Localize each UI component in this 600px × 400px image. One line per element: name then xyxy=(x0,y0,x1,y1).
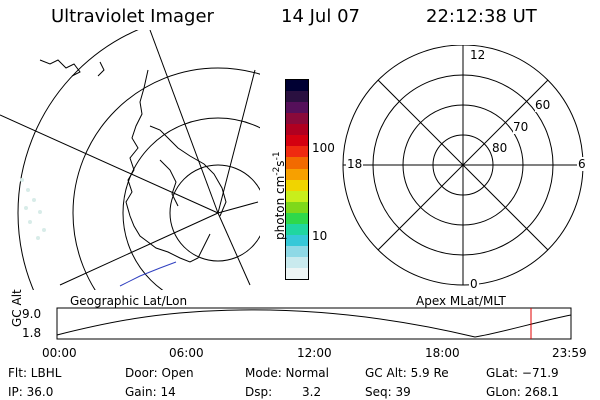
colorbar-segment xyxy=(286,190,308,202)
colorbar-segment xyxy=(286,113,308,125)
mode-info: Mode: Normal xyxy=(245,366,329,380)
longitude-line xyxy=(0,114,219,214)
geographic-caption: Geographic Lat/Lon xyxy=(70,294,188,308)
geographic-map xyxy=(0,30,260,290)
coastline xyxy=(39,59,81,77)
colorbar-segment xyxy=(286,135,308,147)
latitude-circle xyxy=(17,30,139,290)
date-label: 14 Jul 07 xyxy=(281,6,360,27)
filter-info: Flt: LBHL xyxy=(8,366,62,380)
mlat-label-80: 80 xyxy=(492,141,508,155)
colorbar-segment xyxy=(286,168,308,180)
mlt-line xyxy=(377,79,549,251)
colorbar-label: photon cm-2s-1 xyxy=(272,151,287,240)
colorbar-segment xyxy=(286,223,308,235)
glat-info: GLat: −71.9 xyxy=(486,366,559,380)
colorbar-segment xyxy=(286,102,308,114)
gain-info: Gain: 14 xyxy=(125,385,176,399)
mlat-label-70: 70 xyxy=(513,120,529,134)
colorbar-segment xyxy=(286,234,308,246)
altitude-plot-frame xyxy=(56,307,572,340)
altitude-curve xyxy=(56,309,572,338)
altitude-plot xyxy=(56,307,572,340)
colorbar-segment xyxy=(286,146,308,158)
app-title: Ultraviolet Imager xyxy=(51,6,214,27)
colorbar-segment xyxy=(286,268,308,280)
colorbar-segment xyxy=(286,201,308,213)
mlat-label-60: 60 xyxy=(535,98,551,112)
time-tick-0600: 06:00 xyxy=(169,346,204,360)
colorbar-segment xyxy=(286,157,308,169)
time-tick-1200: 12:00 xyxy=(297,346,332,360)
longitude-line xyxy=(217,201,259,214)
longitude-line xyxy=(149,30,219,214)
colorbar-segment xyxy=(286,91,308,103)
seq-info: Seq: 39 xyxy=(365,385,411,399)
time-tick-0000: 00:00 xyxy=(42,346,77,360)
mlt-label-6: 6 xyxy=(577,157,587,171)
coastline xyxy=(119,261,177,287)
glon-info: GLon: 268.1 xyxy=(486,385,559,399)
time-tick-1800: 18:00 xyxy=(425,346,460,360)
colorbar-segment xyxy=(286,257,308,269)
colorbar-segment xyxy=(286,179,308,191)
longitude-line xyxy=(59,212,219,286)
colorbar xyxy=(285,79,309,280)
mlat-mlt-dial xyxy=(342,45,584,286)
colorbar-tick-10: 10 xyxy=(312,229,328,243)
coastline xyxy=(159,159,179,207)
coastline xyxy=(149,125,227,217)
time-tick-2359: 23:59 xyxy=(552,346,587,360)
coastline xyxy=(97,61,105,77)
colorbar-segment xyxy=(286,80,308,92)
longitude-line xyxy=(217,69,256,214)
apex-caption: Apex MLat/MLT xyxy=(416,294,506,308)
longitude-line xyxy=(217,212,251,286)
time-label: 22:12:38 UT xyxy=(426,6,537,27)
colorbar-tick-100: 100 xyxy=(312,141,335,155)
faint-emission xyxy=(20,178,46,240)
altitude-ytick-1-8: 1.8 xyxy=(22,326,42,340)
altitude-ytick-9: 9.0 xyxy=(22,307,42,321)
latitude-circle xyxy=(122,117,260,290)
coastline xyxy=(125,69,211,263)
colorbar-segment xyxy=(286,245,308,257)
mlt-label-18: 18 xyxy=(346,157,364,171)
latitude-circle xyxy=(169,164,260,262)
latitude-circle xyxy=(72,67,260,290)
dsp-value: 3.2 xyxy=(302,385,322,399)
colorbar-segment xyxy=(286,124,308,136)
mlt-label-0: 0 xyxy=(469,277,479,291)
ip-info: IP: 36.0 xyxy=(8,385,54,399)
gc-alt-info: GC Alt: 5.9 Re xyxy=(365,366,449,380)
door-info: Door: Open xyxy=(125,366,194,380)
dsp-label: Dsp: xyxy=(245,385,273,399)
mlt-label-12: 12 xyxy=(469,48,487,62)
colorbar-segment xyxy=(286,212,308,224)
